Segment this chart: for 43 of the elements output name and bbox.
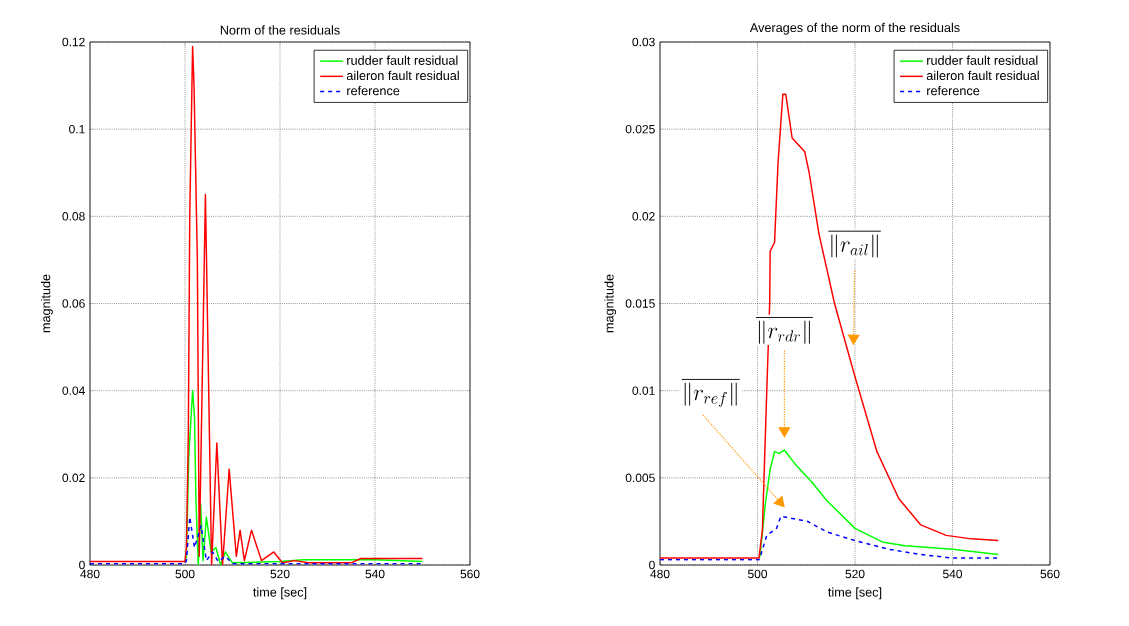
y-tick-label: 0.1 bbox=[69, 124, 85, 134]
x-tick-label: 520 bbox=[270, 569, 290, 579]
annotation: $\overline{\left\| r_{ref} \right\|}$ bbox=[681, 379, 740, 407]
y-tick-label: 0.005 bbox=[625, 473, 655, 483]
line-series bbox=[184, 389, 424, 565]
x-tick-label: 480 bbox=[650, 569, 670, 579]
chart-title: Norm of the residuals bbox=[220, 25, 340, 35]
y-tick-label: 0.02 bbox=[632, 212, 655, 221]
x-tick-label: 560 bbox=[1040, 569, 1060, 579]
y-tick-label: 0.015 bbox=[625, 299, 655, 308]
x-tick-label: 540 bbox=[365, 569, 385, 579]
y-tick-label: 0.08 bbox=[62, 212, 85, 221]
line-series bbox=[758, 449, 1000, 559]
line-series bbox=[90, 516, 424, 565]
line-series bbox=[660, 515, 1000, 561]
y-tick-label: 0.03 bbox=[632, 37, 655, 47]
legend-label: aileron fault residual bbox=[926, 70, 1039, 81]
legend-label: aileron fault residual bbox=[346, 70, 459, 81]
annotation: $\overline{\left\| r_{rdr} \right\|}$ bbox=[755, 317, 813, 344]
y-tick-label: 0.02 bbox=[62, 473, 85, 483]
legend-label: reference bbox=[347, 85, 400, 96]
x-tick-label: 520 bbox=[845, 569, 865, 579]
chart-title: Averages of the norm of the residuals bbox=[749, 22, 960, 35]
x-tick-label: 480 bbox=[80, 569, 100, 579]
y-tick-label: 0.06 bbox=[62, 299, 85, 308]
y-axis-title: magnitude bbox=[604, 274, 617, 333]
annotation: $\overline{\left\| r_{ail} \right\|}$ bbox=[828, 231, 881, 258]
legend-label: reference bbox=[927, 85, 980, 96]
x-tick-label: 500 bbox=[175, 569, 195, 579]
legend-label: rudder fault residual bbox=[927, 55, 1038, 65]
y-axis-title: magnitude bbox=[40, 274, 53, 333]
x-tick-label: 560 bbox=[460, 569, 480, 579]
legend-label: rudder fault residual bbox=[347, 55, 458, 65]
y-tick-label: 0.04 bbox=[62, 386, 85, 395]
x-axis-title: time [sec] bbox=[828, 587, 882, 600]
x-tick-label: 540 bbox=[942, 569, 963, 579]
y-tick-label: 0.01 bbox=[632, 386, 655, 395]
y-tick-label: 0.12 bbox=[62, 37, 85, 47]
y-tick-label: 0.025 bbox=[625, 124, 655, 134]
x-tick-label: 500 bbox=[747, 569, 768, 579]
x-axis-title: time [sec] bbox=[253, 587, 307, 600]
y-tick-label: 0 bbox=[79, 560, 85, 570]
y-tick-label: 0 bbox=[649, 560, 655, 570]
